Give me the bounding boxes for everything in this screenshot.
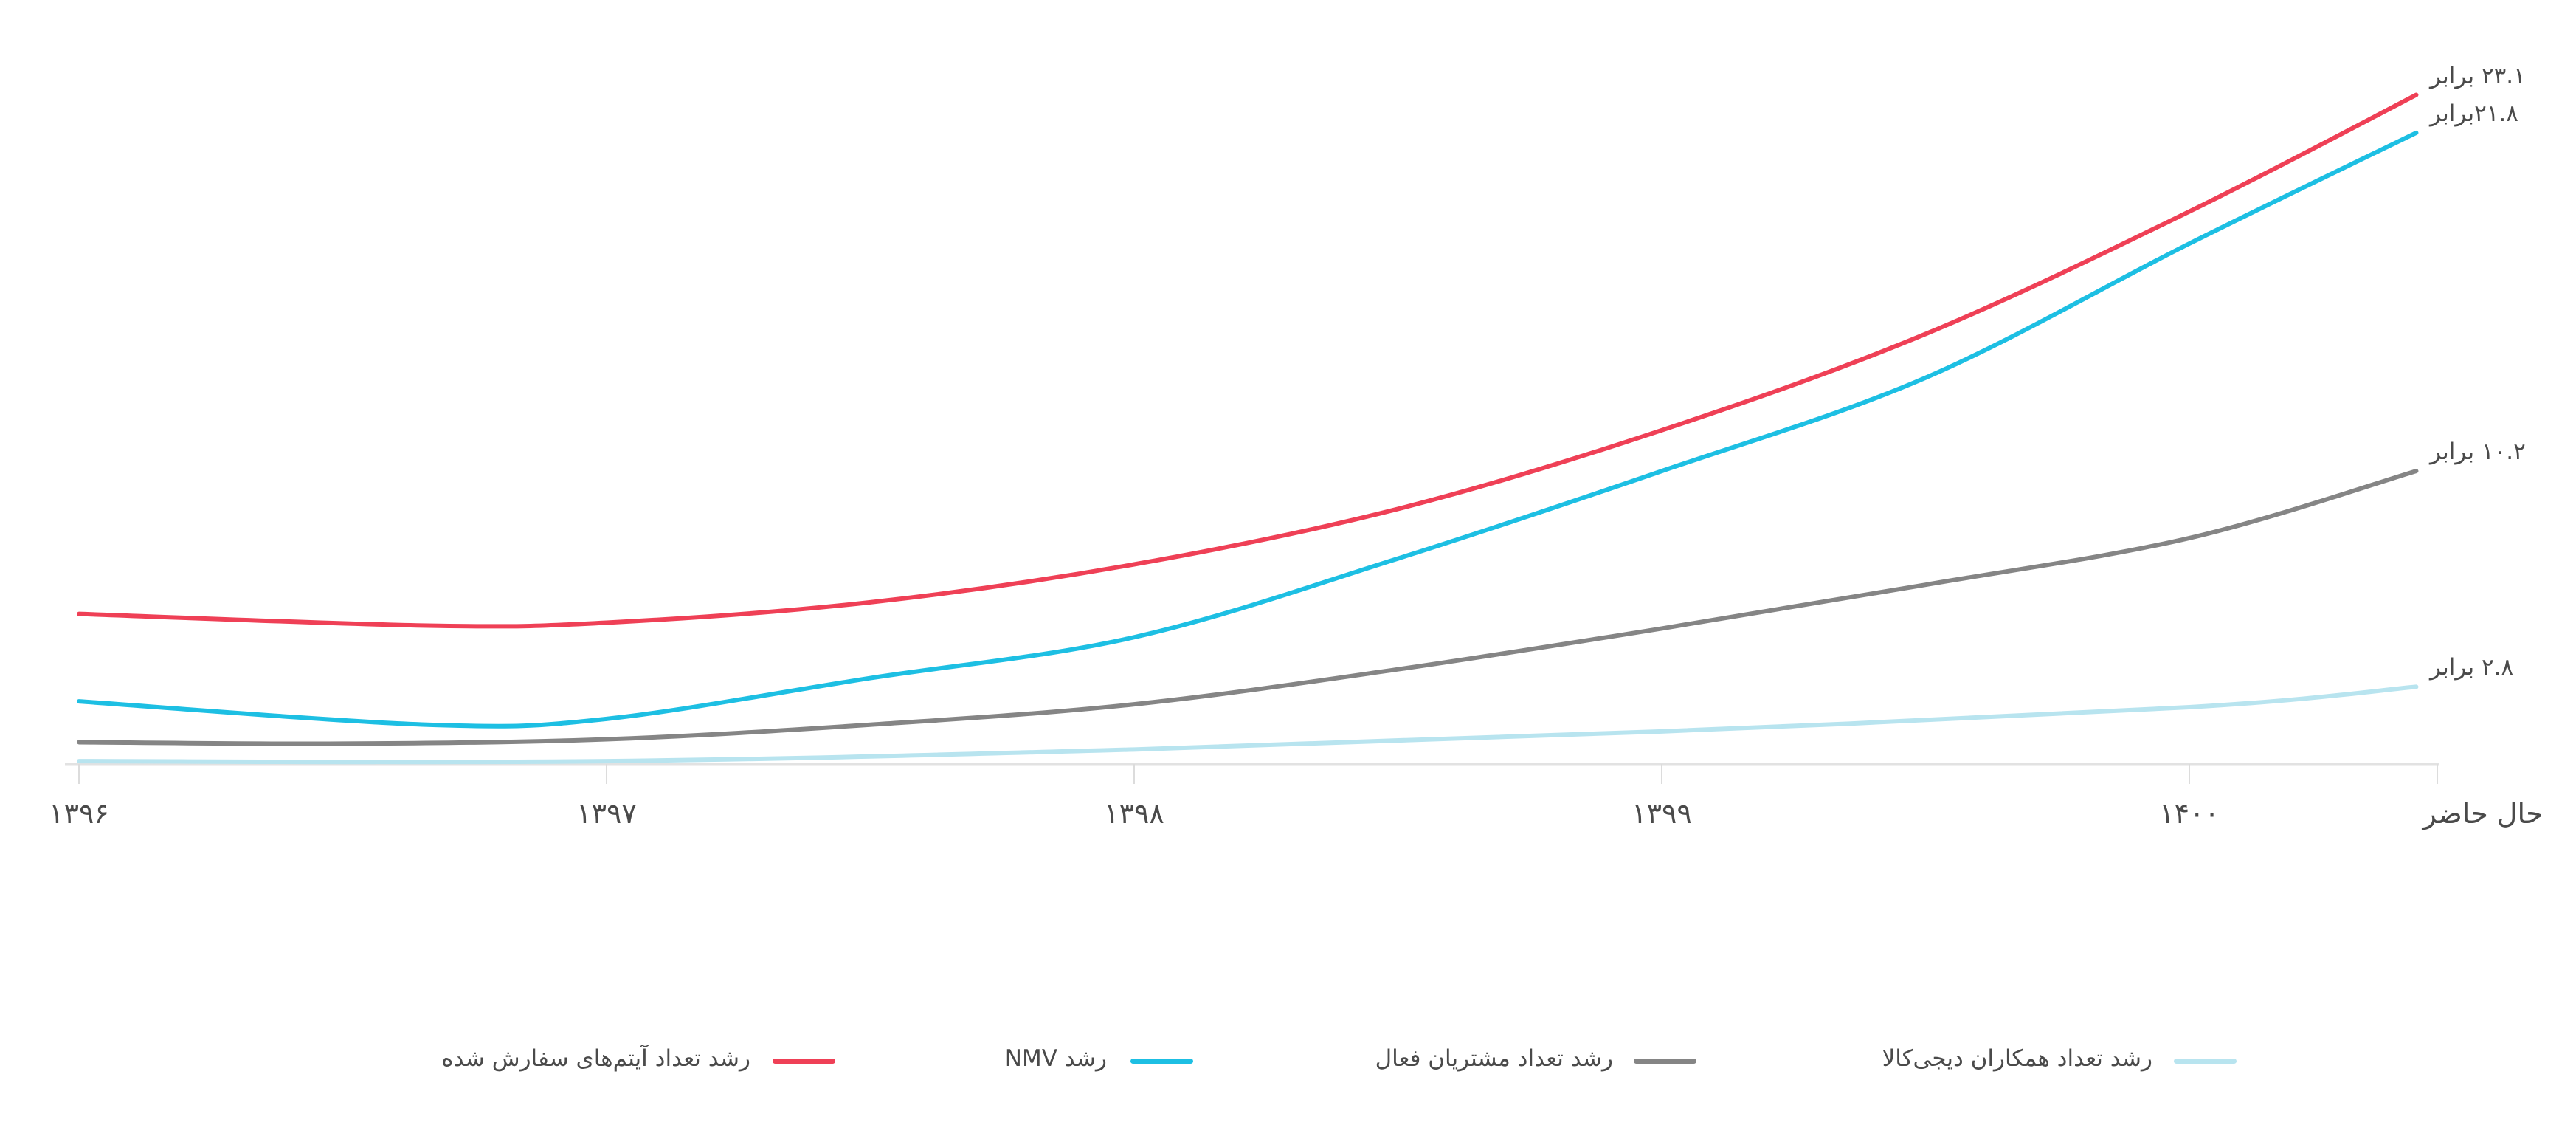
x-tick-label: حال حاضر [2423,797,2544,830]
legend-item-partners[interactable]: رشد تعداد همکاران دیجی‌کالا [1860,1042,2237,1079]
legend-label: رشد تعداد همکاران دیجی‌کالا [1882,1045,2152,1072]
series-end-label: ۲۳.۱ برابر [2430,62,2526,89]
x-tick-label: ۱۳۹۹ [1631,797,1692,830]
legend-swatch-cyan [1130,1059,1193,1064]
series-end-label: ۲۱.۸برابر [2430,100,2518,127]
legend-swatch-red [773,1059,835,1064]
legend-label: رشد NMV [1004,1045,1107,1072]
series-line-3 [77,684,2419,765]
series-end-label: ۱۰.۲ برابر [2430,438,2526,466]
legend-label: رشد تعداد مشتریان فعال [1375,1045,1613,1072]
x-tick-label: ۱۳۹۷ [576,797,637,830]
x-tick-label: ۱۳۹۸ [1104,797,1164,830]
legend-item-active-customers[interactable]: رشد تعداد مشتریان فعال [1350,1042,1696,1079]
legend-swatch-gray [1634,1059,1696,1064]
x-tick-label: ۱۳۹۶ [49,797,109,830]
series-end-label: ۲.۸ برابر [2430,654,2514,681]
legend-label: رشد تعداد آیتم‌های سفارش شده [441,1045,750,1072]
series-line-2 [77,469,2419,746]
series-line-1 [77,130,2419,729]
legend-swatch-light-blue [2174,1059,2237,1064]
x-tick-label: ۱۴۰۰ [2159,797,2220,830]
legend-item-ordered-items[interactable]: رشد تعداد آیتم‌های سفارش شده [398,1042,835,1079]
legend-item-nmv[interactable]: رشد NMV [981,1042,1193,1079]
series-line-0 [77,92,2419,629]
